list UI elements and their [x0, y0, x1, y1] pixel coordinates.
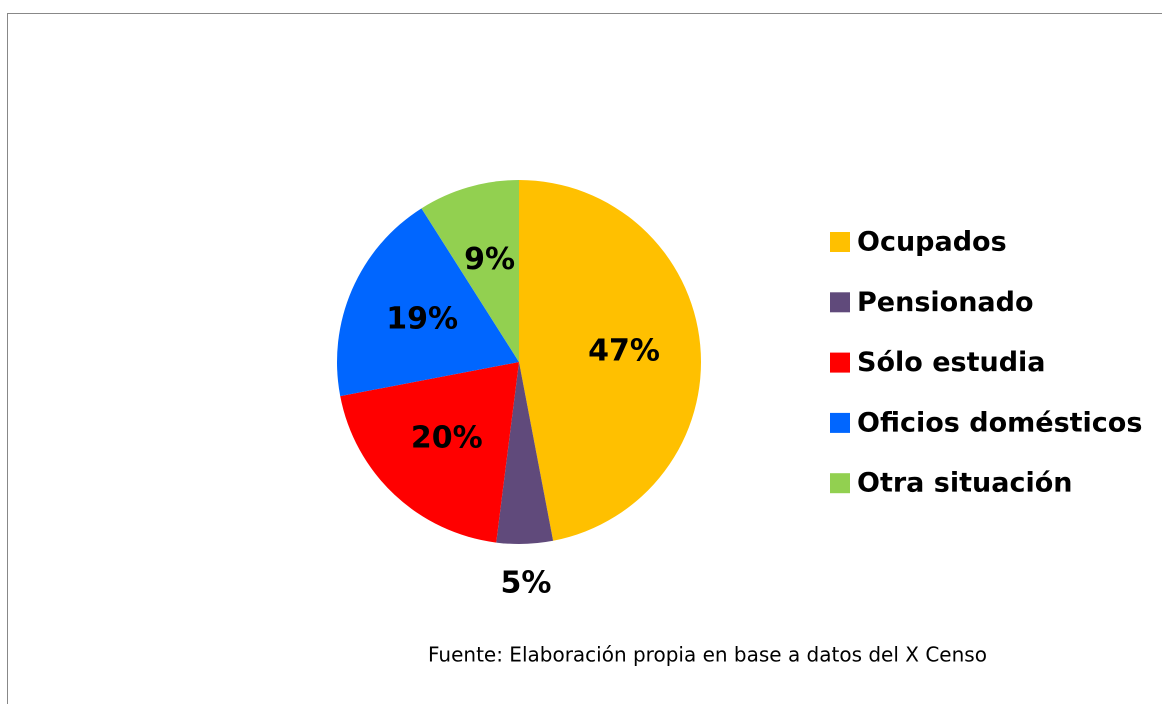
pie-slice — [337, 208, 519, 397]
data-label: 5% — [501, 565, 552, 600]
legend-swatch — [830, 473, 850, 494]
data-label: 9% — [464, 242, 515, 277]
legend-label: Otra situación — [857, 468, 1073, 499]
source-note: Fuente: Elaboración propia en base a dat… — [428, 643, 987, 667]
legend-label: Pensionado — [857, 287, 1034, 318]
legend-label: Oficios domésticos — [857, 407, 1142, 438]
legend-label: Sólo estudia — [857, 347, 1046, 378]
legend-label: Ocupados — [857, 227, 1007, 258]
legend-swatch — [830, 412, 850, 433]
data-label: 47% — [588, 334, 660, 369]
pie-slice — [519, 180, 702, 541]
pie-slice — [496, 362, 554, 544]
legend-swatch — [830, 292, 850, 313]
pie-slice — [421, 180, 519, 362]
legend-swatch — [830, 232, 850, 252]
chart-frame — [7, 13, 1162, 704]
data-label: 19% — [386, 302, 458, 337]
legend-swatch — [830, 352, 850, 373]
data-label: 20% — [411, 420, 483, 455]
pie-slice — [340, 362, 519, 543]
